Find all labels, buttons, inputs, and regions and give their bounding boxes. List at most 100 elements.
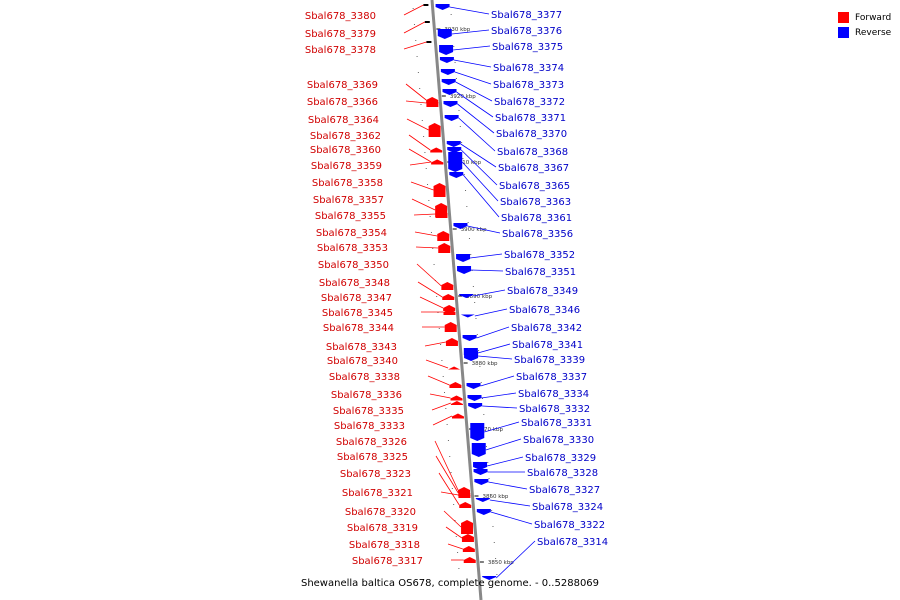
forward-leader-line xyxy=(405,100,427,104)
axis-dot xyxy=(437,312,439,313)
axis-dot xyxy=(417,72,419,73)
axis-dot xyxy=(419,88,421,89)
forward-gene-label: Sbal678_3360 xyxy=(310,145,381,156)
reverse-gene-block xyxy=(448,152,463,172)
axis-dot xyxy=(455,78,457,79)
forward-leader-line xyxy=(408,134,431,151)
reverse-gene-block xyxy=(437,29,452,39)
reverse-gene-label: Sbal678_3377 xyxy=(491,10,562,21)
forward-gene-block xyxy=(433,183,446,197)
forward-gene-block xyxy=(450,395,463,401)
reverse-leader-line xyxy=(451,29,490,35)
forward-leader-line xyxy=(438,472,460,506)
axis-dot xyxy=(493,542,495,543)
reverse-gene-block xyxy=(443,101,458,107)
forward-gene-block xyxy=(426,99,439,107)
forward-gene-label: Sbal678_3340 xyxy=(327,356,398,367)
axis-dot xyxy=(468,238,470,239)
forward-gene-block xyxy=(444,322,457,332)
reverse-gene-block xyxy=(456,254,471,262)
reverse-gene-block xyxy=(473,469,488,475)
reverse-gene-block xyxy=(449,172,464,178)
axis-dot xyxy=(447,440,449,441)
reverse-leader-line xyxy=(454,71,492,85)
reverse-gene-label: Sbal678_3322 xyxy=(534,520,605,531)
reverse-leader-line xyxy=(488,481,528,490)
scale-tick-label: 3860 kbp xyxy=(483,494,509,500)
forward-leader-line xyxy=(425,359,449,369)
axis-dot xyxy=(440,344,442,345)
axis-dot xyxy=(444,392,446,393)
axis-dot xyxy=(466,206,468,207)
forward-gene-label: Sbal678_3354 xyxy=(316,228,387,239)
axis-dot xyxy=(413,24,415,25)
forward-leader-line xyxy=(435,455,459,494)
reverse-gene-block xyxy=(482,576,497,580)
axis-dot xyxy=(475,318,477,319)
reverse-gene-label: Sbal678_3337 xyxy=(516,372,587,383)
reverse-leader-line xyxy=(484,421,520,433)
forward-leader-line xyxy=(416,263,442,287)
axis-dot xyxy=(488,478,490,479)
scale-tick-label: 3850 kbp xyxy=(488,560,514,566)
forward-gene-block xyxy=(438,243,451,253)
reverse-leader-line xyxy=(481,392,517,399)
reverse-gene-label: Sbal678_3332 xyxy=(519,404,590,415)
reverse-gene-block xyxy=(459,294,474,298)
reverse-gene-label: Sbal678_3368 xyxy=(497,147,568,158)
scale-tick-label: 3900 kbp xyxy=(461,227,487,233)
axis-dot xyxy=(430,232,432,233)
reverse-gene-block xyxy=(462,335,477,341)
axis-dot xyxy=(462,158,464,159)
axis-dot xyxy=(467,222,469,223)
reverse-leader-line xyxy=(478,355,513,360)
forward-gene-block xyxy=(423,4,429,6)
reverse-gene-block xyxy=(460,314,475,318)
axis-dot xyxy=(420,104,422,105)
axis-dot xyxy=(427,184,429,185)
forward-leader-line xyxy=(427,375,450,386)
forward-gene-block xyxy=(461,534,474,542)
reverse-gene-block xyxy=(476,509,491,515)
axis-dot xyxy=(459,126,461,127)
scale-tick-label: 3910 kbp xyxy=(455,160,481,166)
forward-gene-label: Sbal678_3358 xyxy=(312,178,383,189)
forward-gene-label: Sbal678_3323 xyxy=(340,469,411,480)
reverse-leader-line xyxy=(471,269,504,272)
reverse-gene-block xyxy=(440,69,455,75)
reverse-gene-label: Sbal678_3346 xyxy=(509,305,580,316)
reverse-gene-label: Sbal678_3341 xyxy=(512,340,583,351)
reverse-leader-line xyxy=(458,117,496,152)
axis-dot xyxy=(479,366,481,367)
reverse-gene-label: Sbal678_3342 xyxy=(511,323,582,334)
forward-leader-line xyxy=(411,198,436,211)
reverse-gene-label: Sbal678_3373 xyxy=(493,80,564,91)
reverse-gene-label: Sbal678_3376 xyxy=(491,26,562,37)
reverse-gene-label: Sbal678_3352 xyxy=(504,250,575,261)
forward-gene-block xyxy=(431,159,444,165)
forward-gene-label: Sbal678_3333 xyxy=(334,421,405,432)
reverse-gene-label: Sbal678_3372 xyxy=(494,97,565,108)
reverse-leader-line xyxy=(467,225,501,234)
axis-dot xyxy=(424,152,426,153)
forward-gene-block xyxy=(428,123,441,137)
forward-leader-line xyxy=(408,148,432,163)
forward-leader-line xyxy=(403,41,427,50)
forward-gene-block xyxy=(443,309,456,315)
axis-dot xyxy=(453,504,455,505)
axis-dot xyxy=(474,302,476,303)
scale-tick-label: 3880 kbp xyxy=(472,361,498,367)
axis-dot xyxy=(454,520,456,521)
reverse-swatch xyxy=(838,27,849,38)
reverse-gene-block xyxy=(466,383,481,389)
reverse-gene-block xyxy=(473,462,488,470)
axis-dot xyxy=(482,398,484,399)
axis-dot xyxy=(454,62,456,63)
axis-dot xyxy=(421,120,423,121)
reverse-gene-block xyxy=(435,4,450,10)
forward-leader-line xyxy=(403,4,424,16)
reverse-gene-block xyxy=(468,403,483,409)
forward-gene-label: Sbal678_3347 xyxy=(321,293,392,304)
legend-reverse: Reverse xyxy=(838,25,891,40)
forward-gene-block xyxy=(448,366,461,370)
